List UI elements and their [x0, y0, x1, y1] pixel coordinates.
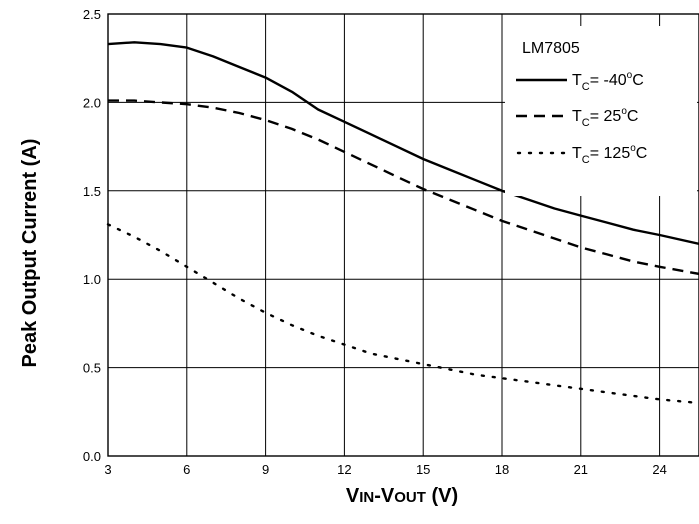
legend-entry-1-sub: C [582, 81, 590, 93]
series-tc-125 [106, 223, 699, 405]
legend-entry-1-value: = -40 [590, 72, 627, 89]
legend-entry-2-t: T [572, 108, 582, 125]
legend-entry-2-sub: C [582, 117, 590, 129]
legend-entry-3-unit: C [636, 145, 648, 162]
x-axis-title-unit: (V) [426, 485, 458, 507]
series-tc-25 [108, 99, 699, 276]
legend-title: LM7805 [522, 40, 580, 57]
series-lines [106, 41, 699, 405]
x-tick-label: 24 [652, 462, 666, 477]
plot-frame [107, 13, 699, 457]
x-axis-title-v1: V [346, 485, 360, 507]
x-tick-label: 6 [183, 462, 190, 477]
x-axis-title-v2: -V [374, 485, 395, 507]
series-tc-minus40 [107, 41, 699, 245]
x-tick-label: 3 [104, 462, 111, 477]
y-tick-label: 0.5 [83, 361, 101, 376]
x-tick-label: 15 [416, 462, 430, 477]
legend-entry-1-t: T [572, 72, 582, 89]
x-tick-label: 21 [574, 462, 588, 477]
x-axis-title-in: IN [359, 489, 374, 506]
legend-entry-3: TC= 125oC [572, 143, 647, 166]
y-tick-label: 2.0 [83, 95, 101, 110]
y-tick-label: 1.0 [83, 272, 101, 287]
legend-entry-3-sup: o [630, 143, 636, 154]
y-axis-title: Peak Output Current (A) [19, 139, 41, 368]
x-tick-label: 9 [262, 462, 269, 477]
legend-entry-1-sup: o [627, 70, 633, 81]
x-tick-label: 18 [495, 462, 509, 477]
legend-entry-3-t: T [572, 145, 582, 162]
legend-background [505, 26, 697, 196]
legend-entry-2-sup: o [621, 106, 627, 117]
legend-entry-3-value: = 125 [590, 145, 631, 162]
y-tick-label: 2.5 [83, 7, 101, 22]
legend-entry-2: TC= 25oC [572, 106, 638, 129]
legend-entry-1: TC= -40oC [572, 70, 644, 93]
legend-entry-2-value: = 25 [590, 108, 622, 125]
y-tick-label: 0.0 [83, 449, 101, 464]
legend-entry-2-unit: C [627, 108, 639, 125]
legend-entry-1-unit: C [632, 72, 644, 89]
legend-entry-3-sub: C [582, 154, 590, 166]
x-tick-label: 12 [337, 462, 351, 477]
x-axis-title-out: OUT [394, 489, 426, 506]
y-tick-label: 1.5 [83, 184, 101, 199]
tick-labels: 3 6 9 12 15 18 21 24 0.0 0.5 1.0 1.5 2.0 2.5 [83, 7, 667, 477]
x-axis-title: VIN-VOUT (V) [346, 485, 458, 507]
legend: LM7805 TC= -40oC TC= 25oC TC= 125oC [505, 26, 697, 196]
